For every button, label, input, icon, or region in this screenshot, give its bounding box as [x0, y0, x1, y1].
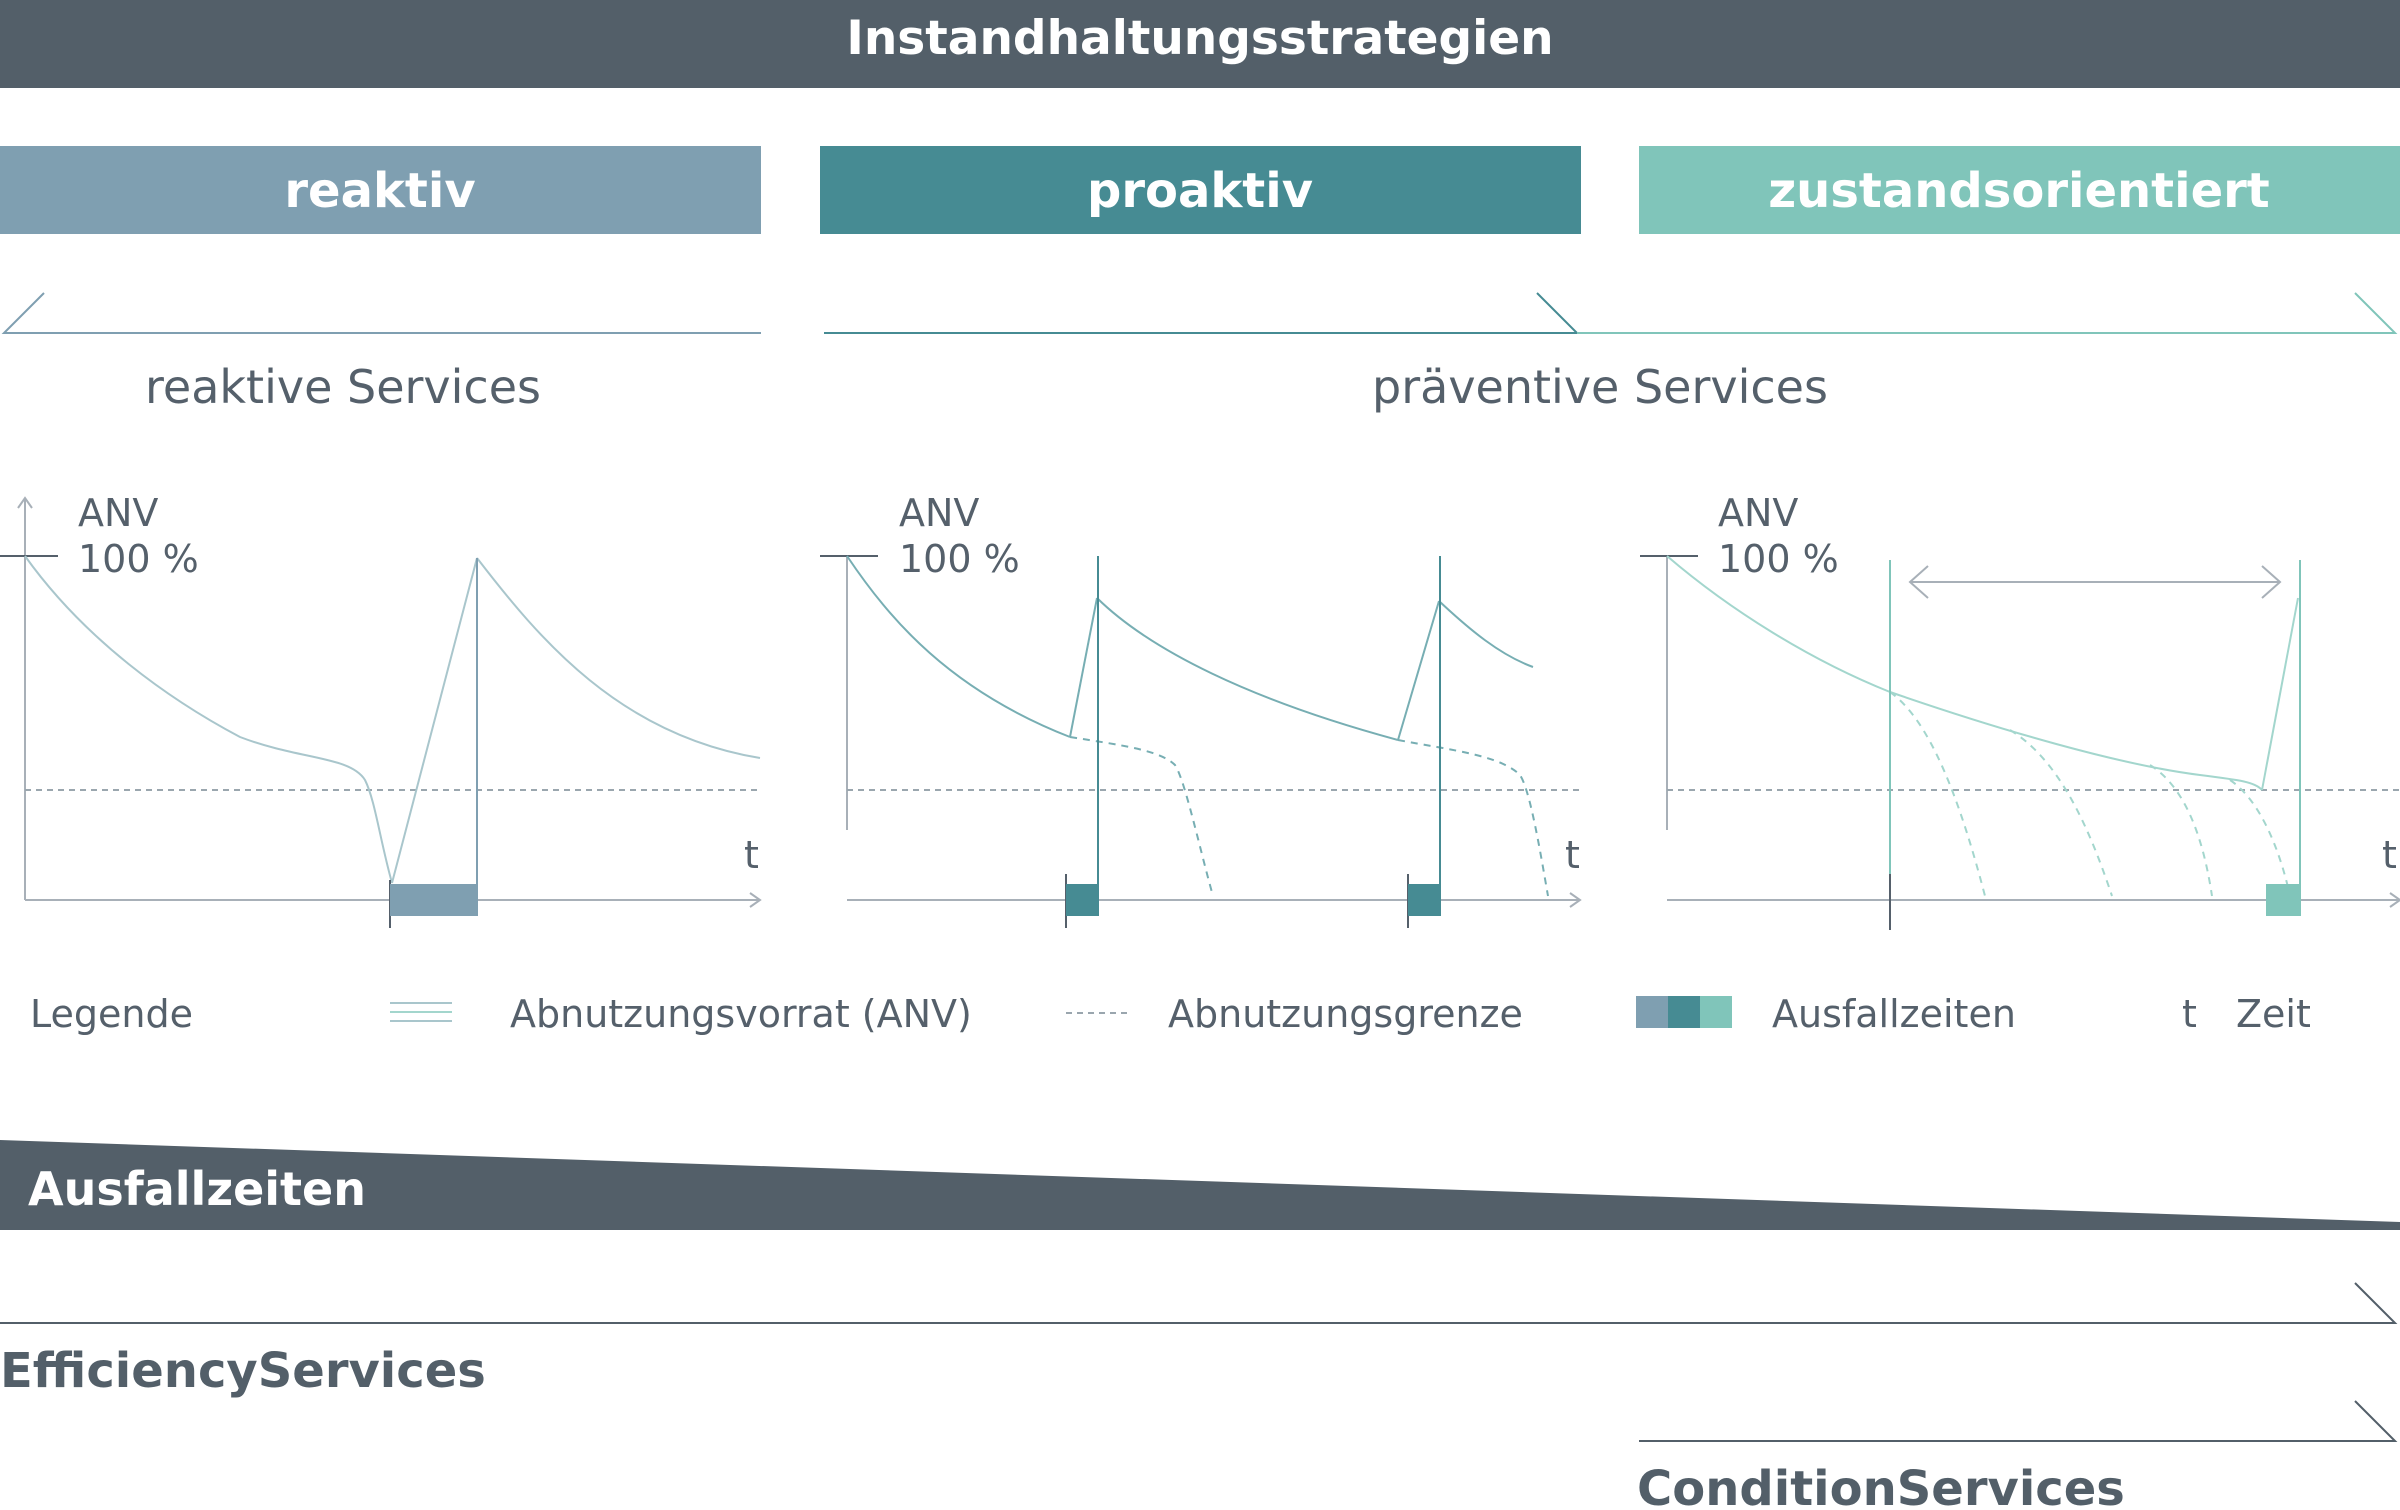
legend-downtime-block	[1700, 996, 1732, 1028]
anv-curve-segment	[846, 555, 1071, 738]
panel-proaktiv: ANV 100 % t	[820, 491, 1582, 928]
panel-zustandsorientiert: ANV 100 % t	[1640, 491, 2400, 930]
preventive-bracket-right	[1577, 292, 2398, 334]
y-axis-arrow	[17, 496, 33, 509]
y-axis-label: ANV	[1718, 491, 1798, 535]
projected-wear-curve	[2149, 764, 2213, 897]
preventive-bracket-left	[824, 292, 1580, 334]
legend-anv-label: Abnutzungsvorrat (ANV)	[510, 992, 972, 1036]
x-axis-arrow	[1569, 892, 1582, 908]
strategy-bar-reaktiv	[0, 146, 761, 234]
panel-reaktiv: ANV 100 % t	[0, 491, 762, 928]
downtime-wedge	[0, 1140, 2400, 1230]
anv-curve-segment	[24, 555, 393, 884]
interval-arrow-left-head	[1908, 565, 1929, 599]
legend-t-symbol: t	[2182, 992, 2197, 1036]
strategy-label-proaktiv: proaktiv	[1087, 163, 1313, 219]
y-max-label: 100 %	[1718, 537, 1839, 581]
preventive-services-label: präventive Services	[1372, 360, 1828, 414]
efficiency-services-arrow	[0, 1282, 2398, 1324]
downtime-block	[2266, 884, 2300, 916]
downtime-block	[390, 884, 477, 916]
y-axis-label: ANV	[78, 491, 158, 535]
anv-curve-segment	[1666, 555, 2263, 791]
anv-curve-segment	[1096, 597, 1399, 741]
strategy-bar-zustandsorientiert	[1639, 146, 2400, 234]
projected-wear-curve	[1069, 736, 1214, 897]
legend-limit-label: Abnutzungsgrenze	[1168, 992, 1523, 1036]
condition-services-arrow	[1639, 1400, 2398, 1442]
x-axis-arrow	[749, 892, 762, 908]
y-max-label: 100 %	[899, 537, 1020, 581]
downtime-block	[1408, 884, 1440, 916]
legend-t-label: Zeit	[2236, 992, 2311, 1036]
projected-wear-curve	[1397, 739, 1549, 897]
x-axis-label: t	[744, 833, 759, 877]
anv-restoration-line	[391, 557, 478, 884]
legend-title: Legende	[30, 992, 193, 1036]
anv-restoration-line	[1397, 600, 1440, 741]
legend: Legende Abnutzungsvorrat (ANV) Abnutzung…	[30, 992, 2311, 1036]
anv-restoration-line	[2261, 597, 2299, 791]
downtime-wedge-label: Ausfallzeiten	[28, 1162, 366, 1216]
strategy-label-reaktiv: reaktiv	[284, 163, 475, 219]
x-axis-label: t	[1565, 833, 1580, 877]
legend-downtime-block	[1636, 996, 1668, 1028]
strategy-bar-proaktiv	[820, 146, 1581, 234]
anv-curve-segment	[476, 557, 761, 759]
reactive-bracket	[1, 292, 761, 334]
legend-downtime-block	[1668, 996, 1700, 1028]
downtime-block	[1066, 884, 1098, 916]
efficiency-services-label: EfficiencyServices	[0, 1343, 486, 1399]
x-axis-label: t	[2382, 833, 2397, 877]
x-axis-arrow	[2389, 892, 2400, 908]
y-axis-label: ANV	[899, 491, 979, 535]
projected-wear-curve	[2229, 779, 2291, 897]
diagram-title: Instandhaltungsstrategien	[846, 11, 1553, 66]
header-bar	[0, 0, 2400, 88]
projected-wear-curve	[1889, 691, 1986, 897]
reactive-services-label: reaktive Services	[145, 360, 541, 414]
anv-restoration-line	[1069, 597, 1098, 738]
projected-wear-curve	[2009, 729, 2113, 897]
y-max-label: 100 %	[78, 537, 199, 581]
condition-services-label: ConditionServices	[1637, 1461, 2125, 1510]
interval-arrow-right-head	[2261, 565, 2282, 599]
anv-curve-segment	[1438, 600, 1534, 668]
strategy-label-zustandsorientiert: zustandsorientiert	[1768, 163, 2270, 219]
legend-downtime-label: Ausfallzeiten	[1772, 992, 2016, 1036]
